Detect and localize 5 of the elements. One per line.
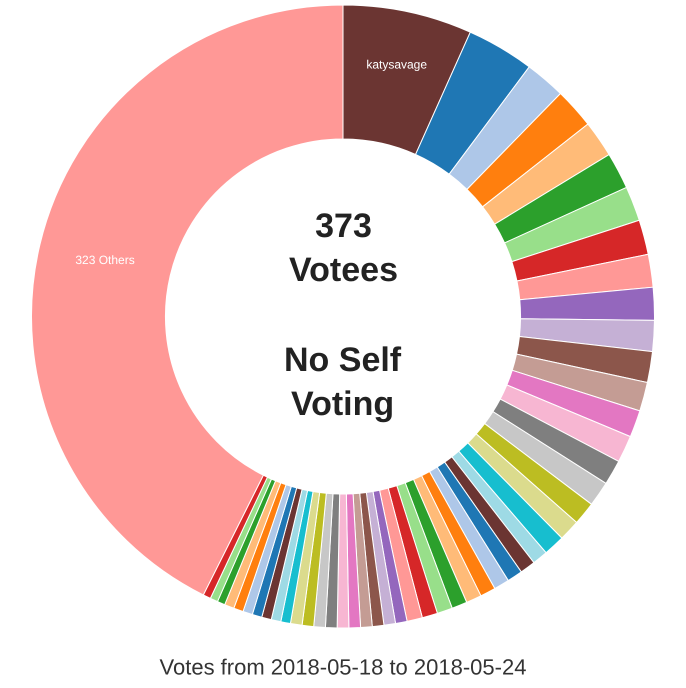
slice-label: katysavage [366,58,428,72]
text: Votes from 2018-05-18 to 2018-05-24 [160,654,526,680]
slice-label: 323 Others [75,253,135,268]
text: No Self Voting [284,341,402,424]
text: 373 Votees [289,207,398,290]
